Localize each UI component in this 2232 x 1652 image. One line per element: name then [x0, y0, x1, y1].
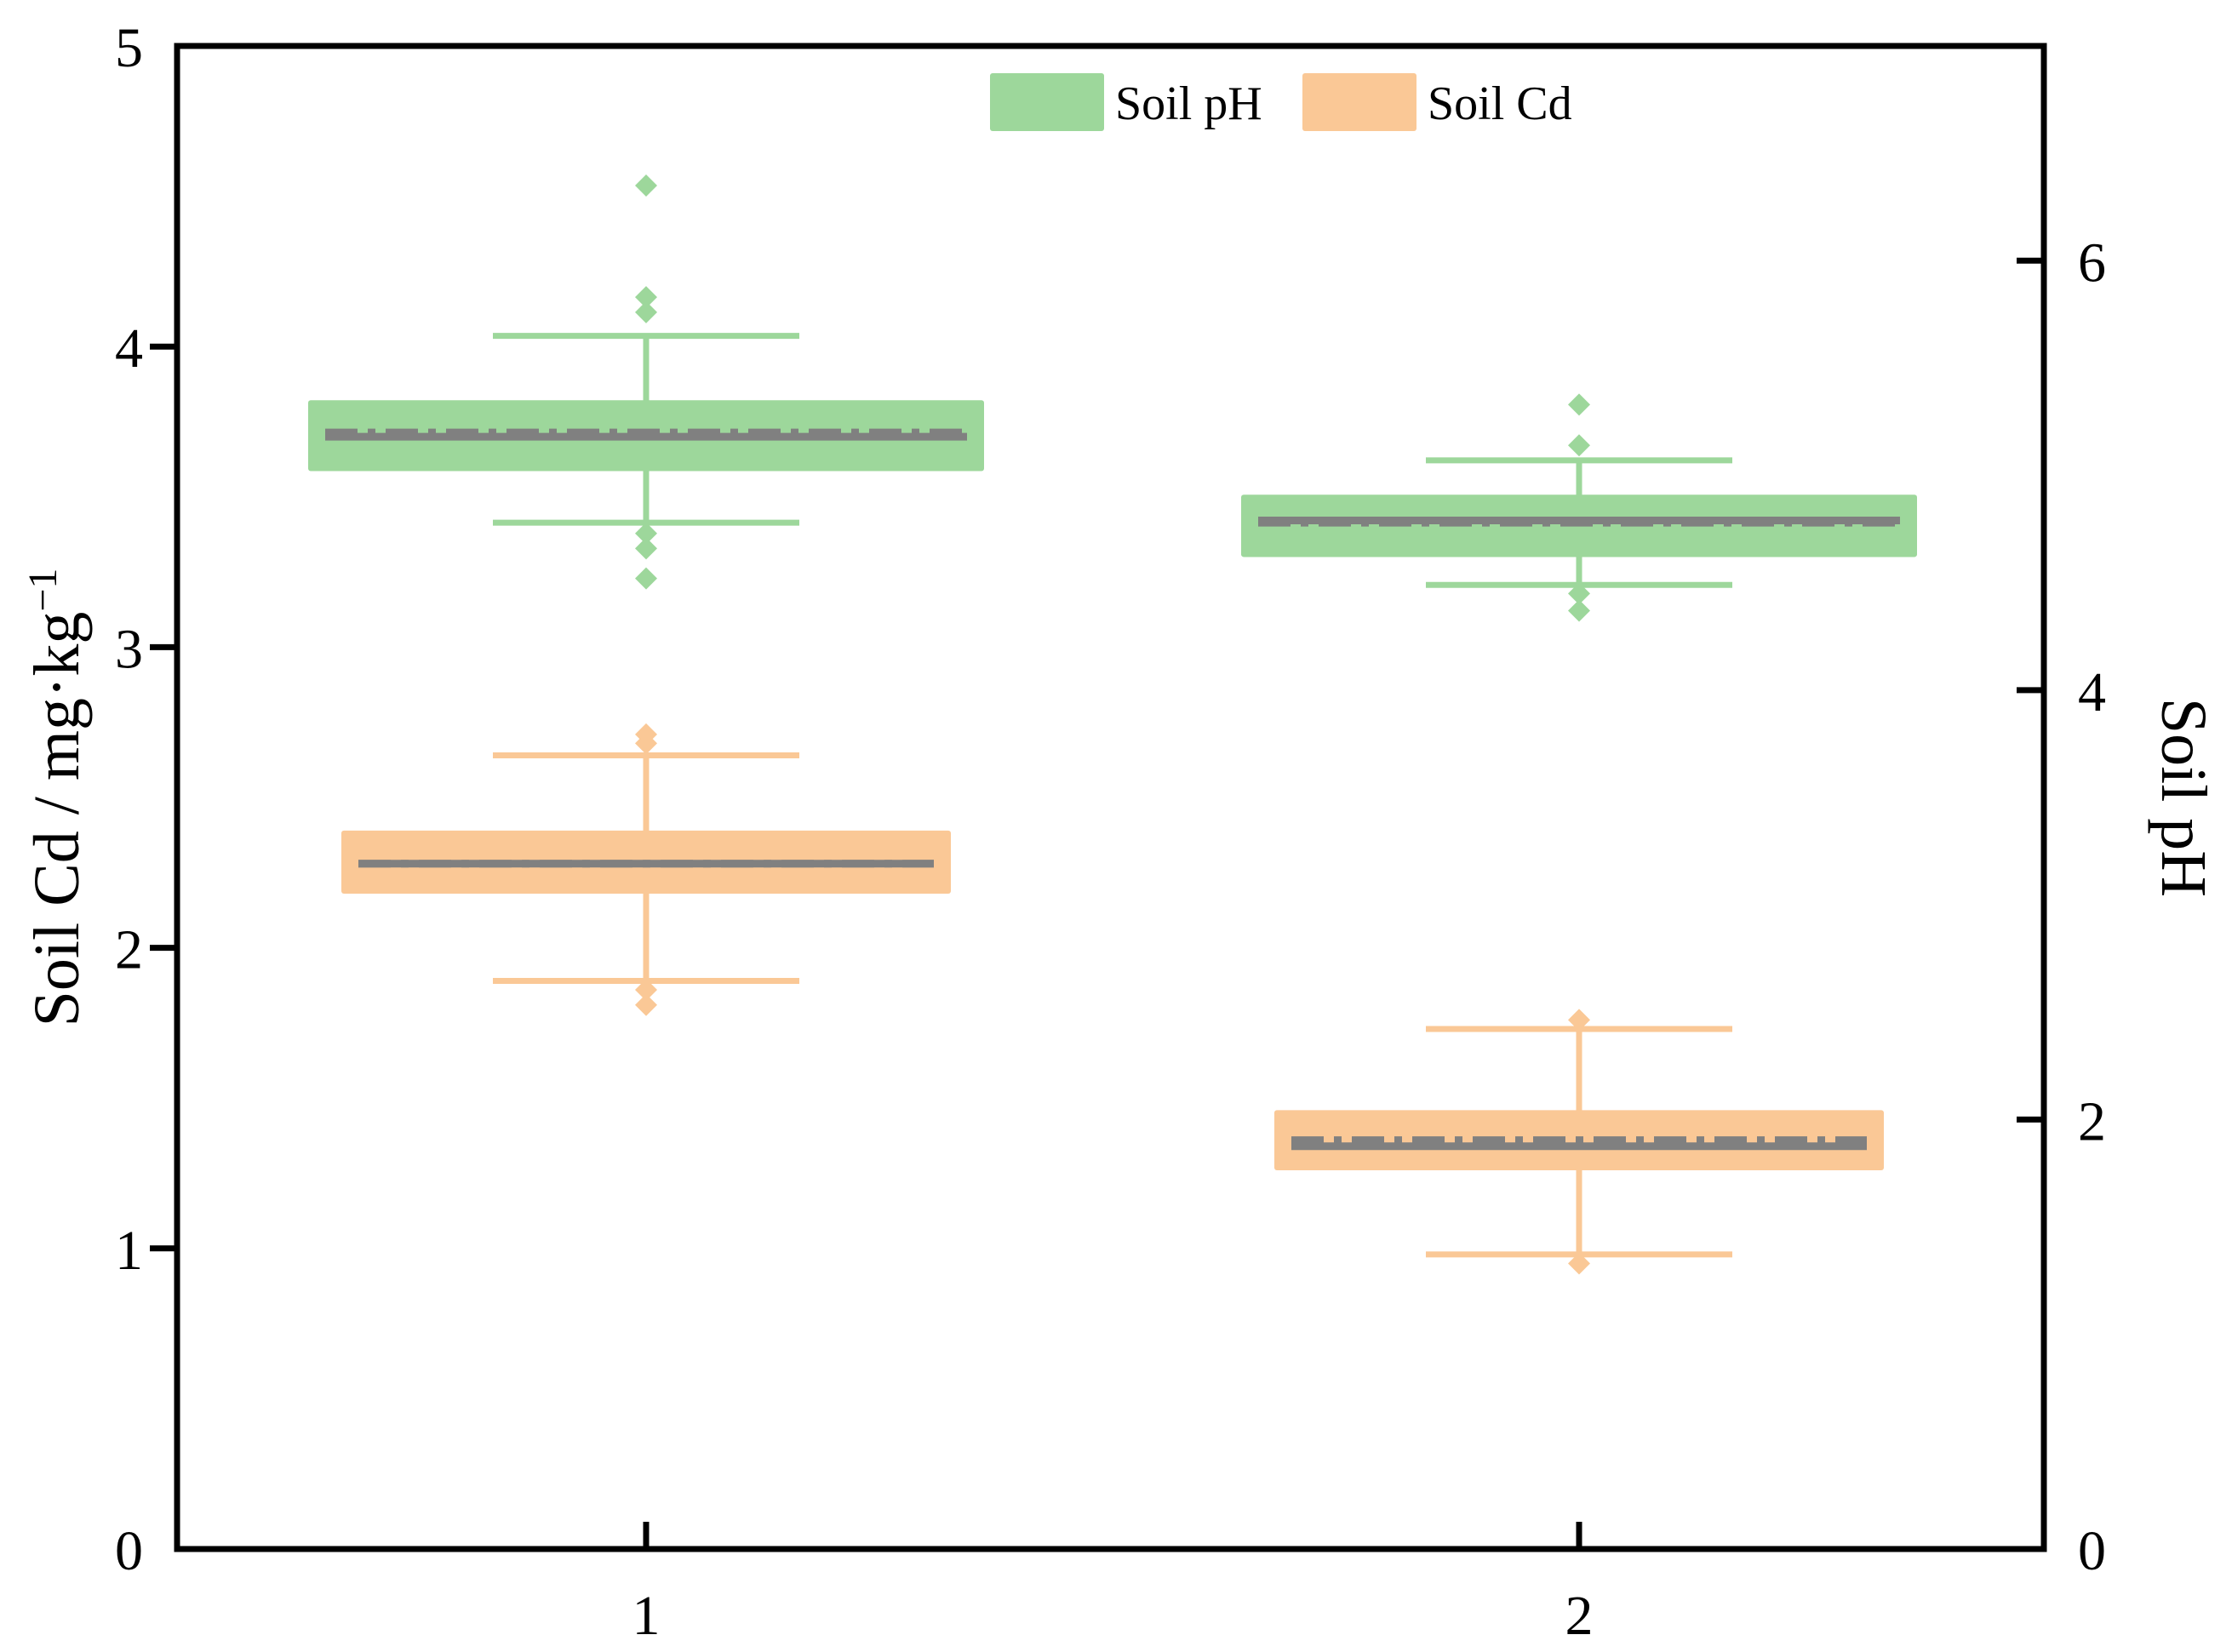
soil-ph-outlier-point — [1568, 393, 1590, 416]
left-axis-title: Soil Cd / mg·kg−1 — [20, 569, 94, 1027]
soil-ph-box-group-2 — [1241, 393, 1917, 622]
legend: Soil pH Soil Cd — [990, 73, 1572, 131]
soil-cd-outlier-point — [1568, 1009, 1590, 1032]
soil-ph-outlier-point — [1568, 434, 1590, 457]
right-tick-label: 6 — [2078, 232, 2106, 294]
left-axis-ticks: 0 1 2 3 4 5 — [115, 17, 177, 1582]
x-tick-label: 1 — [632, 1585, 661, 1647]
legend-swatch-soil-ph — [990, 73, 1104, 131]
left-axis-label-exponent: −1 — [20, 569, 66, 612]
soil-cd-box-group-2 — [1274, 1009, 1884, 1275]
soil-ph-box-group-1 — [308, 174, 984, 590]
soil-cd-box-group-1 — [341, 723, 951, 1016]
left-tick-label: 3 — [115, 618, 143, 680]
soil-ph-outlier-point — [635, 174, 657, 197]
legend-label-soil-ph: Soil pH — [1115, 77, 1262, 130]
plot-frame — [174, 43, 2047, 1552]
svg-text:Soil Cd / mg·kg−1: Soil Cd / mg·kg−1 — [20, 569, 94, 1027]
soil-ph-outlier-point — [635, 537, 657, 560]
plot-marks — [308, 174, 1917, 1275]
left-tick-label: 2 — [115, 919, 143, 981]
right-axis-label: Soil pH — [2148, 698, 2219, 897]
left-axis-label: Soil Cd / mg·kg — [21, 612, 93, 1027]
right-axis-ticks: 0 2 4 6 — [2017, 232, 2106, 1582]
soil-ph-outlier-point — [635, 567, 657, 590]
right-tick-label: 0 — [2078, 1520, 2106, 1582]
soil-cd-outlier-point — [1568, 1252, 1590, 1275]
legend-swatch-soil-cd — [1302, 73, 1416, 131]
left-tick-label: 1 — [115, 1220, 143, 1282]
soil-ph-outlier-point — [1568, 599, 1590, 622]
soil-cd-outlier-point — [635, 979, 657, 1002]
x-tick-label: 2 — [1565, 1585, 1594, 1647]
right-tick-label: 2 — [2078, 1090, 2106, 1152]
left-tick-label: 5 — [115, 17, 143, 79]
soil-ph-outlier-point — [635, 286, 657, 309]
soil-ph-outlier-point — [635, 522, 657, 545]
left-tick-label: 0 — [115, 1520, 143, 1582]
legend-label-soil-cd: Soil Cd — [1428, 77, 1572, 130]
soil-cd-outlier-point — [635, 732, 657, 755]
soil-ph-outlier-point — [1568, 582, 1590, 605]
right-tick-label: 4 — [2078, 661, 2106, 723]
soil-ph-outlier-point — [635, 300, 657, 323]
left-tick-label: 4 — [115, 317, 143, 380]
soil-cd-outlier-point — [635, 993, 657, 1016]
